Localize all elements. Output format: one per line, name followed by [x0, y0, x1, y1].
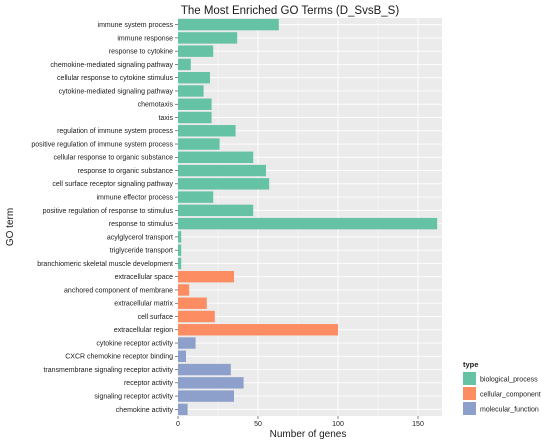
legend-swatch	[463, 372, 476, 385]
bar	[178, 178, 270, 190]
y-tick-label: extracellular space	[115, 274, 173, 281]
x-axis-ticks: 0 50 100 150	[176, 416, 424, 428]
y-tick-label: response to cytokine	[109, 49, 173, 56]
y-tick-label: chemotaxis	[138, 102, 174, 109]
bar	[178, 270, 234, 283]
y-tick-label: acylglycerol transport	[107, 234, 173, 241]
bar	[178, 363, 231, 376]
bar	[178, 324, 338, 336]
bar	[178, 164, 266, 177]
bar	[178, 111, 212, 124]
legend-label: cellular_component	[480, 392, 541, 399]
y-tick-label: extracellular region	[114, 327, 173, 334]
bar	[178, 45, 214, 57]
legend-swatch	[463, 402, 476, 415]
y-tick-label: regulation of immune system process	[57, 128, 173, 135]
y-tick-label: response to organic substance	[78, 168, 173, 175]
y-tick-label: immune effector process	[96, 195, 173, 202]
y-tick-label: triglyceride transport	[110, 248, 173, 255]
bar	[178, 244, 182, 256]
bar	[178, 18, 279, 31]
bar	[178, 125, 236, 137]
y-tick-label: branchiomeric skeletal muscle developmen…	[37, 261, 173, 268]
bars-group	[178, 18, 438, 416]
bar	[178, 390, 234, 402]
bar	[178, 204, 254, 217]
bar	[178, 297, 207, 309]
y-tick-label: signaling receptor activity	[94, 394, 173, 401]
bar	[178, 71, 210, 84]
bar	[178, 98, 212, 110]
bar	[178, 310, 215, 323]
bar	[178, 191, 214, 203]
y-tick-label: immune system process	[98, 22, 174, 29]
legend-label: molecular_function	[480, 407, 539, 414]
y-axis-title: GO term	[5, 208, 16, 246]
x-tick-label: 100	[332, 421, 344, 428]
legend: type biological_process cellular_componen…	[463, 360, 541, 415]
x-axis-title: Number of genes	[270, 429, 347, 440]
y-tick-label: transmembrane signaling receptor activit…	[43, 367, 173, 374]
bar	[178, 231, 182, 243]
bar	[178, 138, 220, 150]
bar	[178, 85, 204, 97]
bar	[178, 257, 182, 270]
bar	[178, 284, 190, 296]
bar	[178, 58, 191, 71]
legend-swatch	[463, 387, 476, 400]
plot-background	[178, 18, 442, 416]
y-tick-label: chemokine-mediated signaling pathway	[50, 62, 173, 69]
y-tick-label: cellular response to organic substance	[54, 155, 174, 162]
y-tick-label: receptor activity	[124, 380, 174, 387]
y-tick-label: immune response	[117, 35, 173, 42]
y-tick-label: positive regulation of immune system pro…	[31, 141, 173, 148]
chart-title: The Most Enriched GO Terms (D_SvsB_S)	[181, 5, 400, 17]
y-tick-label: taxis	[159, 115, 174, 122]
x-tick-label: 0	[176, 421, 180, 428]
bar	[178, 377, 244, 389]
y-tick-label: cellular response to cytokine stimulus	[57, 75, 173, 82]
bar	[178, 337, 196, 349]
x-tick-label: 150	[412, 421, 424, 428]
y-axis-labels: immune system process immune response resp…	[31, 22, 178, 414]
bar	[178, 32, 238, 44]
bar	[178, 350, 186, 363]
y-tick-label: cell surface	[138, 314, 174, 321]
y-tick-label: cell surface receptor signaling pathway	[52, 181, 173, 188]
y-tick-label: CXCR chemokine receptor binding	[65, 354, 173, 361]
bar	[178, 403, 188, 416]
y-tick-label: chemokine activity	[116, 407, 174, 414]
legend-title: type	[463, 360, 478, 369]
legend-label: biological_process	[480, 377, 538, 384]
bar	[178, 151, 254, 164]
y-tick-label: response to stimulus	[109, 221, 174, 228]
y-tick-label: cytokine receptor activity	[96, 340, 173, 347]
y-tick-label: cytokine-mediated signaling pathway	[59, 88, 174, 95]
y-tick-label: positive regulation of response to stimu…	[43, 208, 174, 215]
x-tick-label: 50	[254, 421, 262, 428]
bar	[178, 217, 438, 230]
y-tick-label: anchored component of membrane	[64, 287, 173, 294]
y-tick-label: extracellular matrix	[114, 301, 173, 308]
